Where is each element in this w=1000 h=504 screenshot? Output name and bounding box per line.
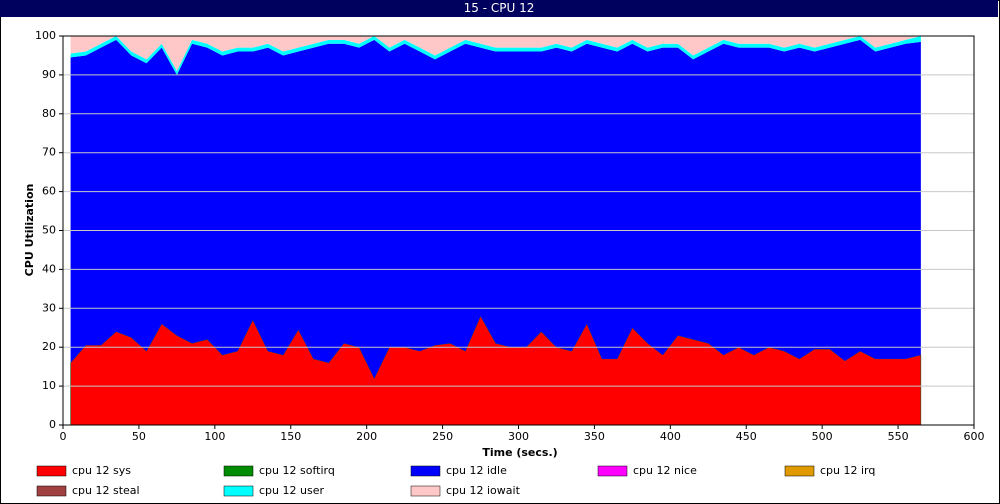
legend-label: cpu 12 softirq xyxy=(259,464,335,477)
legend-label: cpu 12 nice xyxy=(633,464,697,477)
x-tick-label: 250 xyxy=(432,430,453,443)
legend-swatch xyxy=(410,465,441,477)
plot-border xyxy=(62,35,975,426)
y-tick-label: 70 xyxy=(42,146,56,159)
y-tick-label: 30 xyxy=(42,301,56,314)
x-tick-label: 100 xyxy=(204,430,225,443)
legend-label: cpu 12 steal xyxy=(72,484,140,497)
x-tick-label: 500 xyxy=(812,430,833,443)
x-tick-label: 300 xyxy=(508,430,529,443)
y-tick-label: 80 xyxy=(42,107,56,120)
y-tick-label: 20 xyxy=(42,340,56,353)
y-tick-label: 0 xyxy=(49,418,56,431)
legend-label: cpu 12 sys xyxy=(72,464,131,477)
x-tick-label: 350 xyxy=(584,430,605,443)
x-tick-label: 0 xyxy=(60,430,67,443)
area xyxy=(70,39,921,379)
legend-swatch xyxy=(223,465,254,477)
title-bar: 15 - CPU 12 xyxy=(0,0,998,17)
y-axis-label: CPU Utilization xyxy=(23,184,36,277)
y-tick-label: 40 xyxy=(42,262,56,275)
legend-swatch xyxy=(36,465,67,477)
area xyxy=(70,36,921,72)
y-tick-label: 50 xyxy=(42,224,56,237)
y-tick-label: 10 xyxy=(42,379,56,392)
y-tick-label: 90 xyxy=(42,68,56,81)
legend-swatch xyxy=(410,485,441,497)
x-tick-label: 150 xyxy=(280,430,301,443)
legend-label: cpu 12 user xyxy=(259,484,324,497)
x-axis-label: Time (secs.) xyxy=(482,446,557,459)
legend-label: cpu 12 iowait xyxy=(446,484,521,497)
legend-swatch xyxy=(36,485,67,497)
y-tick-label: 60 xyxy=(42,185,56,198)
legend-swatch xyxy=(223,485,254,497)
legend-swatch xyxy=(784,465,815,477)
x-tick-label: 200 xyxy=(356,430,377,443)
x-tick-label: 50 xyxy=(132,430,146,443)
legend-label: cpu 12 irq xyxy=(820,464,875,477)
x-tick-label: 400 xyxy=(660,430,681,443)
x-tick-label: 600 xyxy=(964,430,985,443)
legend-swatch xyxy=(597,465,628,477)
x-tick-label: 550 xyxy=(888,430,909,443)
legend-label: cpu 12 idle xyxy=(446,464,507,477)
x-tick-label: 450 xyxy=(736,430,757,443)
areas xyxy=(70,36,922,426)
y-tick-label: 100 xyxy=(35,29,56,42)
